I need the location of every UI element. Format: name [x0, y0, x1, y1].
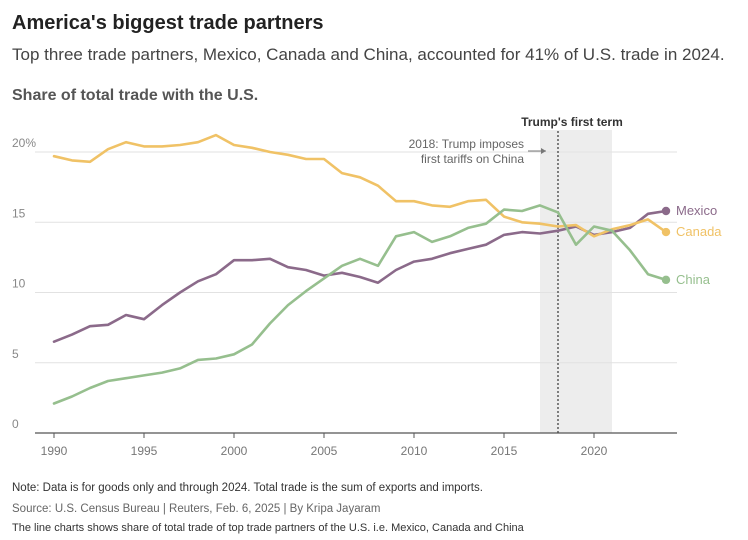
chart-note: Note: Data is for goods only and through…	[12, 482, 483, 494]
page-title: America's biggest trade partners	[12, 12, 324, 34]
annotation-arrowhead	[541, 148, 546, 154]
china-label: China	[676, 272, 711, 287]
mexico-label: Mexico	[676, 203, 717, 218]
y-tick-label: 5	[12, 347, 19, 361]
y-tick-label: 10	[12, 277, 26, 291]
event-annotation-text: 2018: Trump imposes	[409, 137, 524, 151]
canada-line	[52, 133, 668, 238]
shade-layer: Trump's first term	[521, 115, 623, 433]
event-annotation-text: first tariffs on China	[421, 152, 524, 166]
x-tick-label: 2015	[491, 444, 518, 458]
x-tick-label: 2010	[401, 444, 428, 458]
x-tick-label: 2005	[311, 444, 338, 458]
canada-label: Canada	[676, 224, 722, 239]
x-tick-label: 1990	[41, 444, 68, 458]
china-end-marker	[661, 275, 671, 285]
series-layer: Mexico Canada China	[52, 133, 722, 405]
line-chart: Trump's first term 0 5 10 15 20% 1990 1995 2000…	[12, 115, 722, 458]
x-tick-label: 2020	[581, 444, 608, 458]
chart-title: Share of total trade with the U.S.	[12, 87, 259, 104]
shaded-region-label: Trump's first term	[521, 115, 623, 129]
y-tick-label: 15	[12, 206, 26, 220]
chart-source: Source: U.S. Census Bureau | Reuters, Fe…	[12, 503, 381, 515]
mexico-end-marker	[661, 206, 671, 216]
chart-caption: The line charts shows share of total tra…	[12, 522, 524, 534]
axis-layer: 0 5 10 15 20% 1990 1995 2000 2005 2010 2015 2020	[12, 136, 677, 458]
china-line	[52, 204, 668, 405]
mexico-line	[52, 209, 668, 344]
x-tick-label: 2000	[221, 444, 248, 458]
grid-layer	[35, 151, 677, 364]
x-tick-label: 1995	[131, 444, 158, 458]
shaded-region	[540, 130, 612, 433]
page-subtitle: Top three trade partners, Mexico, Canada…	[12, 45, 725, 64]
y-tick-label: 0	[12, 417, 19, 431]
canada-end-marker	[661, 227, 671, 237]
y-tick-label: 20%	[12, 136, 36, 150]
